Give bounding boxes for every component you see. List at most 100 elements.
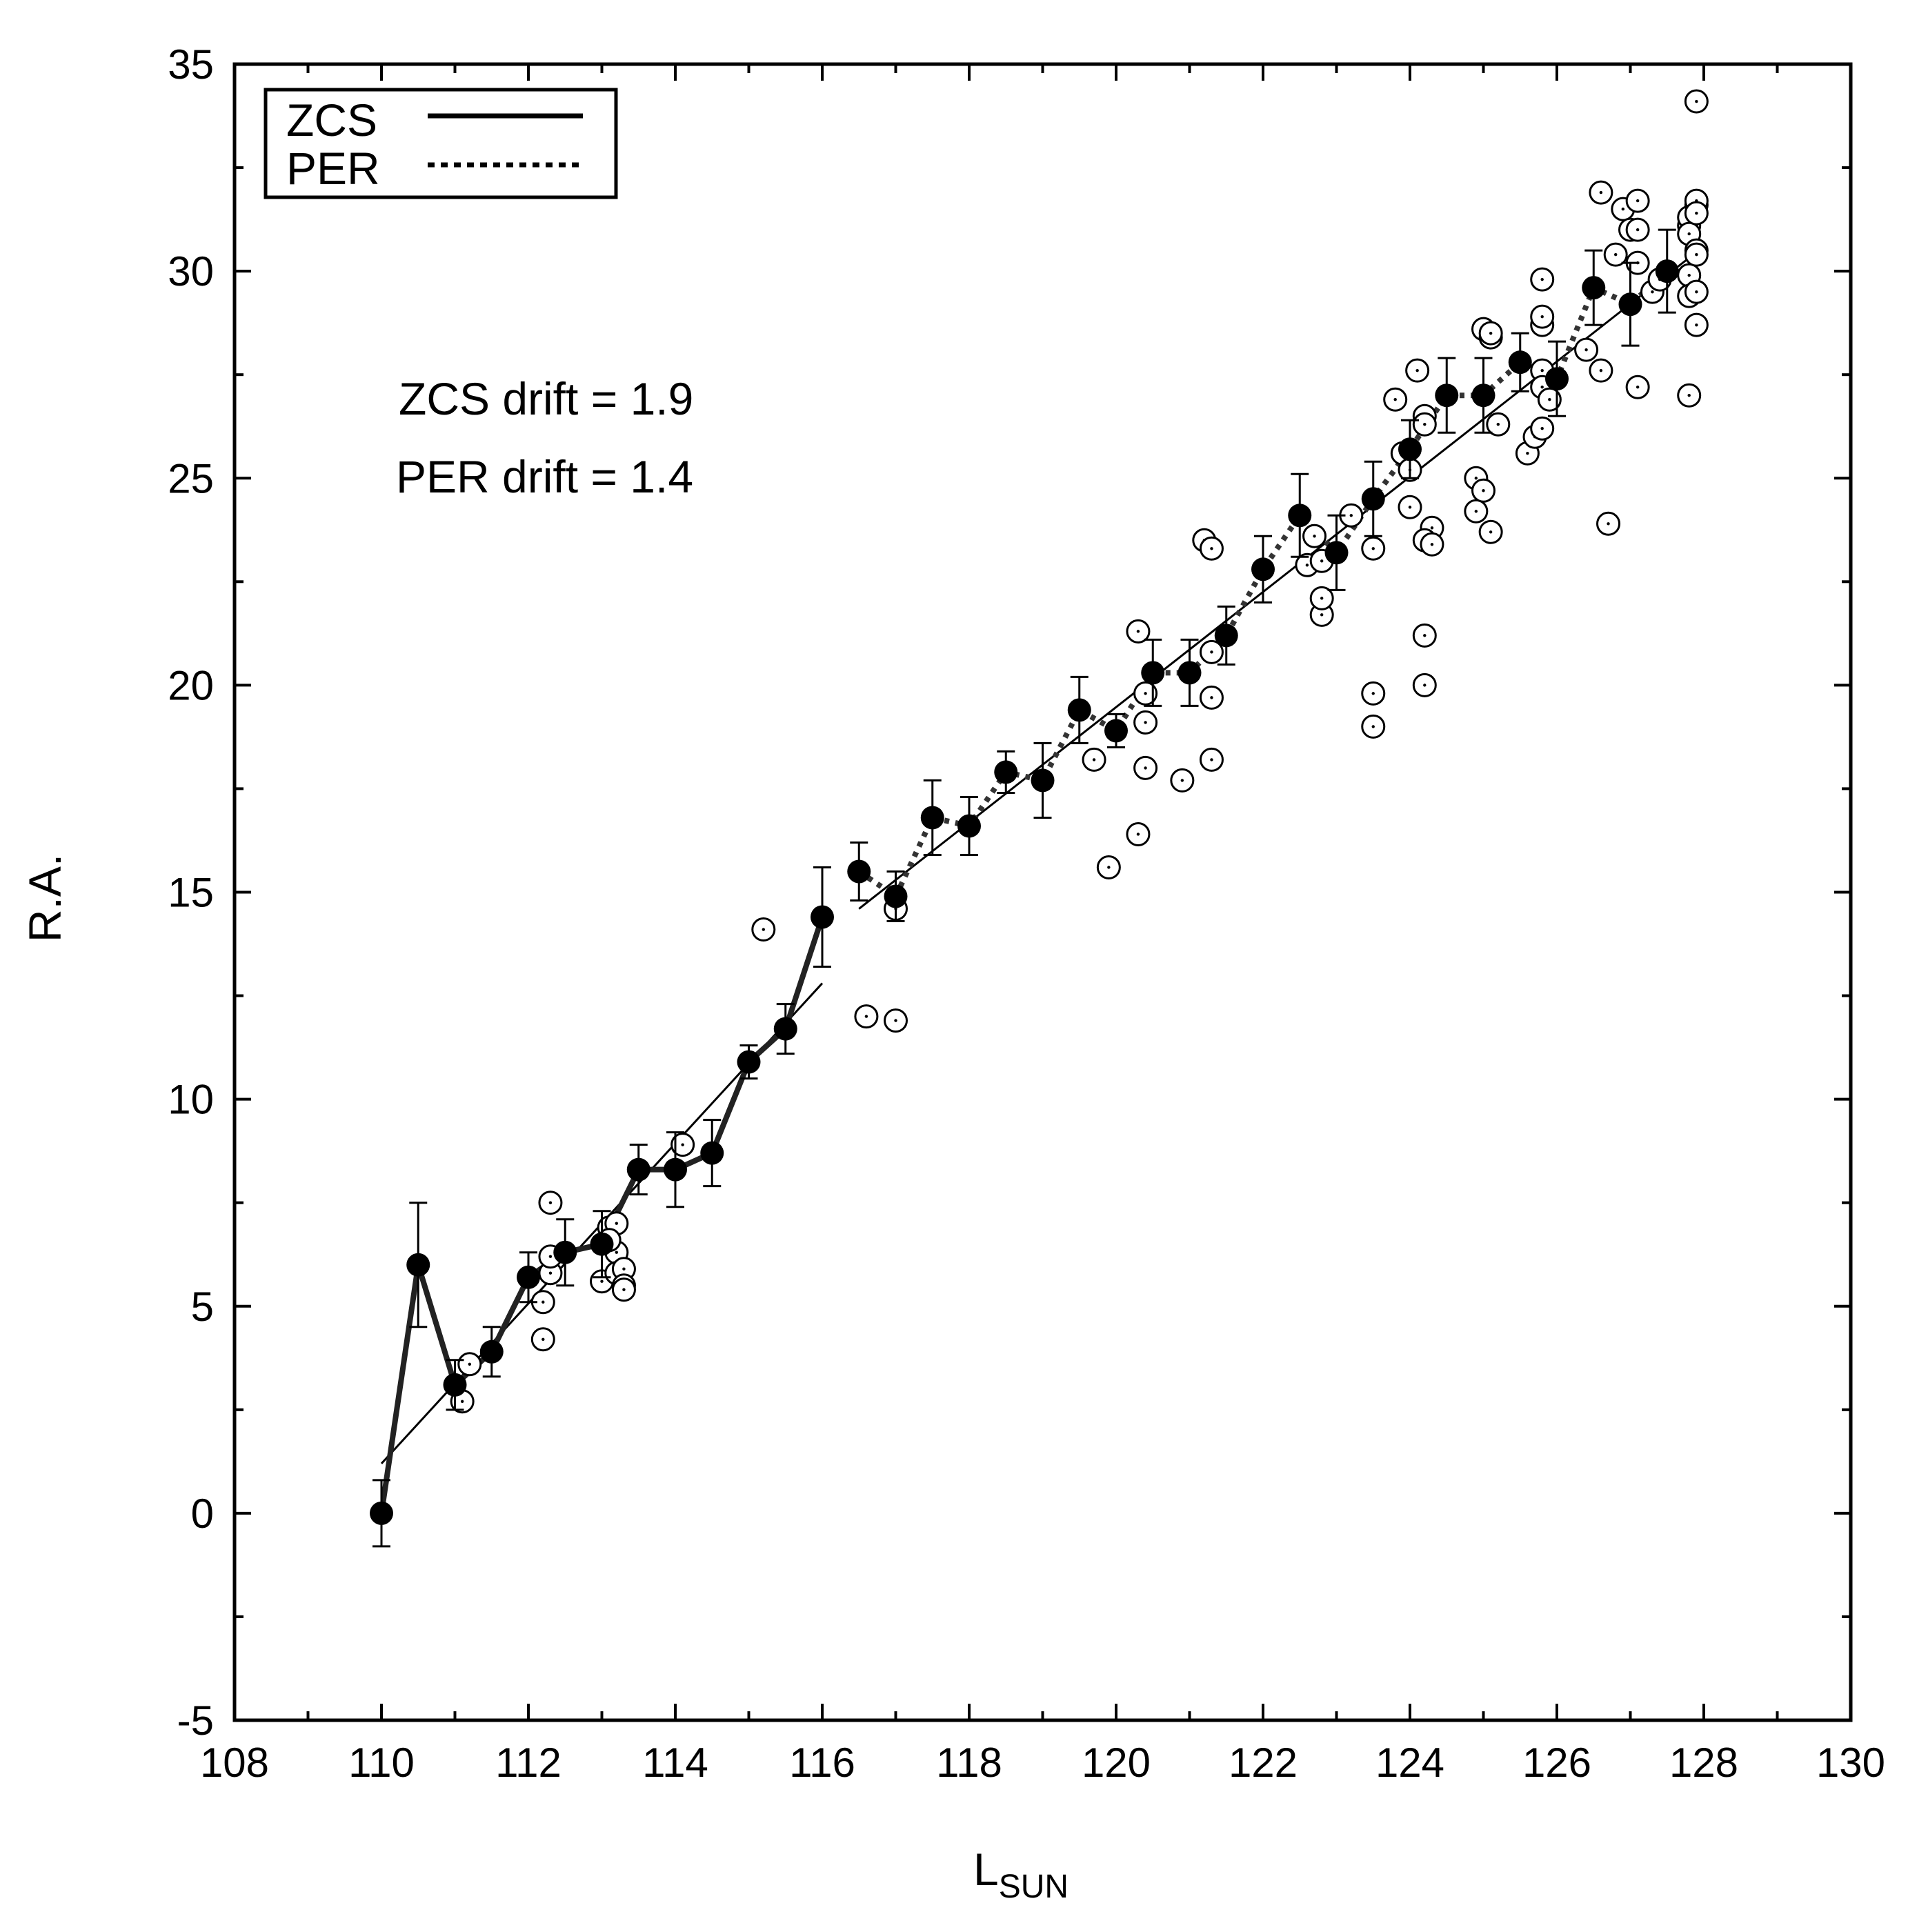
individual-point-dot: [1695, 211, 1698, 215]
individual-point-dot: [1651, 290, 1654, 294]
zcs-mean-point: [773, 1017, 797, 1041]
individual-point: [1684, 201, 1709, 226]
individual-point-dot: [548, 1255, 553, 1258]
x-tick-label: 110: [348, 1740, 415, 1786]
per-mean-point: [1471, 384, 1495, 408]
y-tick-label: 20: [168, 662, 214, 708]
individual-point-dot: [681, 1143, 684, 1146]
individual-point-dot: [541, 1337, 545, 1341]
legend-label-zcs: ZCS: [286, 94, 377, 146]
zcs-mean-point: [370, 1501, 393, 1525]
individual-point: [1486, 412, 1511, 437]
individual-point: [1589, 358, 1613, 383]
individual-point: [1082, 747, 1106, 772]
individual-point-dot: [1687, 273, 1691, 277]
individual-point: [611, 1277, 636, 1302]
y-tick-label: 0: [191, 1491, 214, 1537]
x-axis-title-main: L: [973, 1844, 999, 1895]
legend-box: [264, 88, 618, 199]
individual-point-dot: [1107, 866, 1111, 869]
individual-point-dot: [1687, 232, 1691, 236]
individual-point-dot: [615, 1251, 618, 1254]
individual-point-dot: [1320, 597, 1324, 600]
individual-point: [1412, 623, 1437, 648]
individual-point-dot: [1599, 368, 1603, 372]
x-tick-label: 124: [1375, 1740, 1444, 1786]
individual-point: [1530, 416, 1555, 441]
individual-point-dot: [1614, 252, 1618, 257]
zcs-mean-point: [737, 1050, 761, 1074]
individual-point-dot: [1305, 564, 1309, 567]
individual-point-dot: [894, 1019, 897, 1022]
individual-point-dot: [1599, 190, 1603, 195]
individual-point: [1412, 673, 1437, 697]
individual-point-dot: [1482, 489, 1485, 492]
individual-point: [1625, 188, 1650, 213]
axes: [232, 62, 1853, 1722]
per-mean-point: [1214, 624, 1238, 648]
individual-point: [457, 1352, 482, 1377]
individual-point-dot: [1210, 547, 1213, 550]
individual-point-dot: [1371, 725, 1375, 728]
zcs-mean-point: [443, 1373, 467, 1397]
individual-point: [1126, 821, 1151, 846]
individual-point-dot: [460, 1400, 464, 1404]
individual-point-dot: [1349, 514, 1353, 517]
individual-point: [1133, 755, 1158, 780]
zcs-mean-point: [406, 1253, 430, 1277]
y-tick-label: 25: [168, 455, 214, 501]
x-tick-label: 126: [1522, 1740, 1591, 1786]
individual-point: [1199, 685, 1224, 710]
mean-points: [370, 259, 1679, 1525]
annotation-zcs-drift: ZCS drift = 1.9: [399, 373, 693, 424]
per-mean-point: [1508, 350, 1532, 375]
individual-point: [1625, 375, 1650, 399]
individual-point-dot: [622, 1267, 626, 1271]
per-mean-point: [847, 859, 871, 884]
individual-point: [1405, 358, 1430, 383]
individual-point-dot: [1489, 530, 1493, 534]
zcs-mean-point: [700, 1141, 724, 1165]
per-mean-point: [1177, 661, 1202, 685]
individual-point-dot: [1548, 398, 1551, 401]
x-tick-label: 114: [642, 1740, 708, 1786]
x-axis-title-sub: SUN: [999, 1869, 1069, 1905]
per-mean-point: [920, 806, 944, 830]
individual-point: [1420, 532, 1444, 557]
individual-point-dot: [1526, 452, 1529, 455]
individual-point-dot: [1695, 323, 1698, 327]
individual-point-dot: [1423, 684, 1427, 687]
per-mean-point: [1104, 719, 1128, 743]
individual-point-dot: [468, 1362, 471, 1366]
individual-point: [538, 1191, 563, 1215]
individual-point: [1361, 536, 1386, 561]
per-mean-point: [1545, 367, 1569, 391]
individual-point: [884, 1008, 908, 1033]
individual-point-dot: [1430, 543, 1434, 546]
per-mean-point: [1618, 292, 1642, 317]
annotation-per-drift: PER drift = 1.4: [396, 451, 693, 502]
individual-point-dot: [1540, 277, 1544, 281]
per-mean-point: [1582, 276, 1606, 300]
x-tick-label: 116: [789, 1740, 855, 1786]
per-mean-point: [1251, 557, 1275, 581]
individual-point-dot: [1430, 526, 1434, 530]
individual-point: [1478, 519, 1503, 544]
individual-point: [1537, 387, 1562, 412]
individual-point-dot: [548, 1271, 553, 1275]
individual-point-dot: [1636, 385, 1640, 389]
per-mean-point: [957, 814, 981, 838]
individual-point: [1133, 681, 1158, 706]
individual-point-dot: [1210, 696, 1213, 699]
individual-point: [751, 917, 776, 942]
individual-point-dot: [1371, 547, 1375, 550]
individual-point: [530, 1327, 555, 1352]
y-tick-label: 15: [168, 870, 214, 916]
individual-point: [1133, 710, 1158, 735]
y-tick-label: 5: [191, 1284, 214, 1330]
y-tick-label: 30: [168, 248, 214, 295]
individual-point: [1361, 714, 1386, 739]
individual-point: [1126, 619, 1151, 644]
x-tick-label: 108: [200, 1740, 269, 1786]
